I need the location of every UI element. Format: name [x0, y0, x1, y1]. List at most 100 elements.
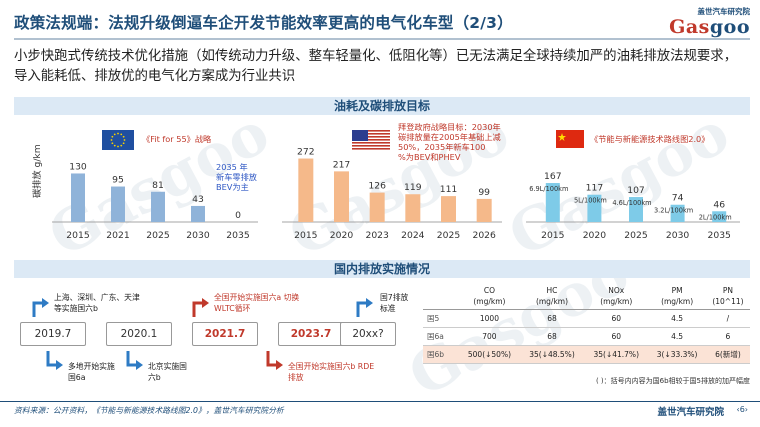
section-header-emission-targets: 油耗及碳排放目标 [14, 97, 750, 115]
x-tick-label: 2025 [624, 230, 648, 241]
header-unit: (mg/km) [535, 296, 569, 306]
bar [369, 192, 385, 222]
x-tick-label: 2024 [401, 230, 425, 241]
source-note: 资料来源：公开资料，《节能与新能源技术路线图2.0》，盖世汽车研究院分析 [14, 406, 284, 415]
table-cell: 1000 [459, 309, 520, 328]
footer-divider [0, 401, 760, 402]
eu-flag-star [117, 132, 119, 135]
us-flag-stripe [352, 142, 390, 144]
us-flag-icon [352, 130, 390, 150]
bar-value-label: 74 [672, 193, 684, 204]
x-tick-label: 2023 [365, 230, 389, 241]
us-flag-stripe [352, 136, 390, 138]
bar-value-label: 99 [478, 187, 490, 198]
table-header-co: CO (mg/km) [459, 283, 520, 310]
bar [476, 198, 492, 222]
row-label: 国6a [423, 327, 459, 346]
china-flag-icon [556, 130, 584, 148]
table-cell: 60 [584, 327, 649, 346]
china-flag-field [556, 130, 584, 148]
timeline-note-top-2: 全国开始实施国六a 切换WLTC循环 [214, 293, 300, 313]
us-flag-stripe [352, 130, 390, 132]
table-cell: 4.5 [648, 309, 706, 328]
cn-policy-note: 《节能与新能源技术路线图2.0》 [590, 134, 709, 144]
eu-flag-star [113, 144, 116, 147]
x-tick-label: 2015 [294, 230, 318, 241]
page-number: ‹6› [736, 405, 749, 414]
table-header-hc: HC (mg/km) [519, 283, 585, 310]
bar [712, 211, 727, 222]
us-policy-note: 50%，2035年新车100 [398, 142, 485, 152]
eu-flag-star [111, 142, 114, 145]
timeline-note-bottom-1: 多地开始实施国6a [68, 362, 115, 382]
header-unit: (mg/km) [661, 296, 694, 306]
eu-flag-star [122, 142, 125, 145]
us-flag-stripe [352, 133, 390, 135]
eu-flag-star [123, 139, 126, 141]
header-name: PN [722, 285, 733, 295]
us-emission-chart: 272 2015 217 2020 126 2023 119 2024 111 2025 99 202… [272, 118, 512, 248]
us-policy-note: 碳排放量在2005年基础上减 [398, 132, 501, 142]
bar-value-label: 46 [713, 199, 725, 210]
fuel-label: 2L/100km [699, 213, 732, 221]
header-name: CO [483, 285, 495, 295]
bar-value-label: 117 [586, 183, 604, 194]
timeline-year-future: 20xx? [340, 322, 396, 346]
table-cell: 35(↓48.5%) [519, 345, 585, 364]
eu-annotation: 新车零排放 [216, 172, 257, 182]
table-cell: 500(↓50%) [459, 345, 520, 364]
eu-emission-chart: 130 2015 95 2021 81 2025 43 2030 0 2035 《Fit for 5… [14, 118, 264, 248]
eu-flag-icon [102, 130, 134, 150]
bar [629, 197, 643, 222]
bar-value-label: 217 [333, 159, 351, 170]
table-row: 国5 1000 68 60 4.5 / [423, 309, 750, 328]
header-unit: (10^11) [712, 296, 744, 306]
table-cell: 3(↓33.3%) [648, 345, 706, 364]
timeline-note-top-3: 国7排放标准 [380, 293, 409, 313]
eu-flag-star [110, 139, 113, 141]
footer-brand: 盖世汽车研究院 [657, 407, 724, 418]
x-tick-label: 2021 [106, 230, 129, 241]
table-cell: 4.5 [648, 327, 706, 346]
table-cell: 6 [705, 327, 750, 346]
timeline-year-2020: 2020.1 [106, 322, 172, 346]
bar [298, 158, 314, 222]
bar-value-label: 119 [404, 182, 422, 193]
gasgoo-logo: 盖世汽车研究院 Gasgoo [642, 6, 750, 40]
bar [587, 194, 602, 222]
bar [405, 194, 421, 222]
x-tick-label: 2030 [186, 230, 210, 241]
down-arrow-icon [44, 351, 64, 370]
header-unit: (mg/km) [600, 296, 633, 306]
us-policy-note: %为BEV和PHEV [398, 152, 461, 162]
down-arrow-icon [124, 351, 144, 370]
bar-value-label: 0 [235, 210, 241, 221]
bar-value-label: 126 [368, 181, 386, 192]
x-tick-label: 2020 [330, 230, 354, 241]
logo-en-text: Gasgoo [642, 17, 750, 37]
us-flag-canton [352, 130, 368, 141]
logo-en-part-b: goo [709, 16, 750, 38]
table-cell: 60 [584, 309, 649, 328]
emission-standards-table: CO (mg/km) HC (mg/km) NOx (mg/km) PM (mg/km)… [423, 283, 750, 364]
bar-value-label: 272 [297, 147, 315, 158]
logo-en-part-a: Gas [669, 16, 710, 38]
x-tick-label: 2030 [666, 230, 690, 241]
us-chart-svg: 272 2015 217 2020 126 2023 119 2024 111 2025 99 202… [282, 122, 502, 241]
header-name: NOx [608, 285, 625, 295]
timeline-note-top-1: 上海、深圳、广东、天津等实施国六b [54, 293, 140, 313]
bar [111, 186, 125, 222]
header-unit: (mg/km) [473, 296, 506, 306]
title-divider [14, 38, 750, 40]
bar [191, 205, 205, 222]
eu-policy-note: 《Fit for 55》战略 [142, 134, 212, 144]
table-row-highlight: 国6b 500(↓50%) 35(↓48.5%) 35(↓41.7%) 3(↓3… [423, 345, 750, 364]
eu-chart-svg: 130 2015 95 2021 81 2025 43 2030 0 2035 《Fit for 5… [31, 130, 258, 241]
header-name: PM [671, 285, 683, 295]
eu-flag-field [102, 130, 134, 150]
bar [334, 171, 349, 222]
us-flag-stripe [352, 145, 390, 147]
bar [71, 173, 85, 222]
x-tick-label: 2015 [66, 230, 90, 241]
bar-value-label: 81 [152, 180, 164, 191]
